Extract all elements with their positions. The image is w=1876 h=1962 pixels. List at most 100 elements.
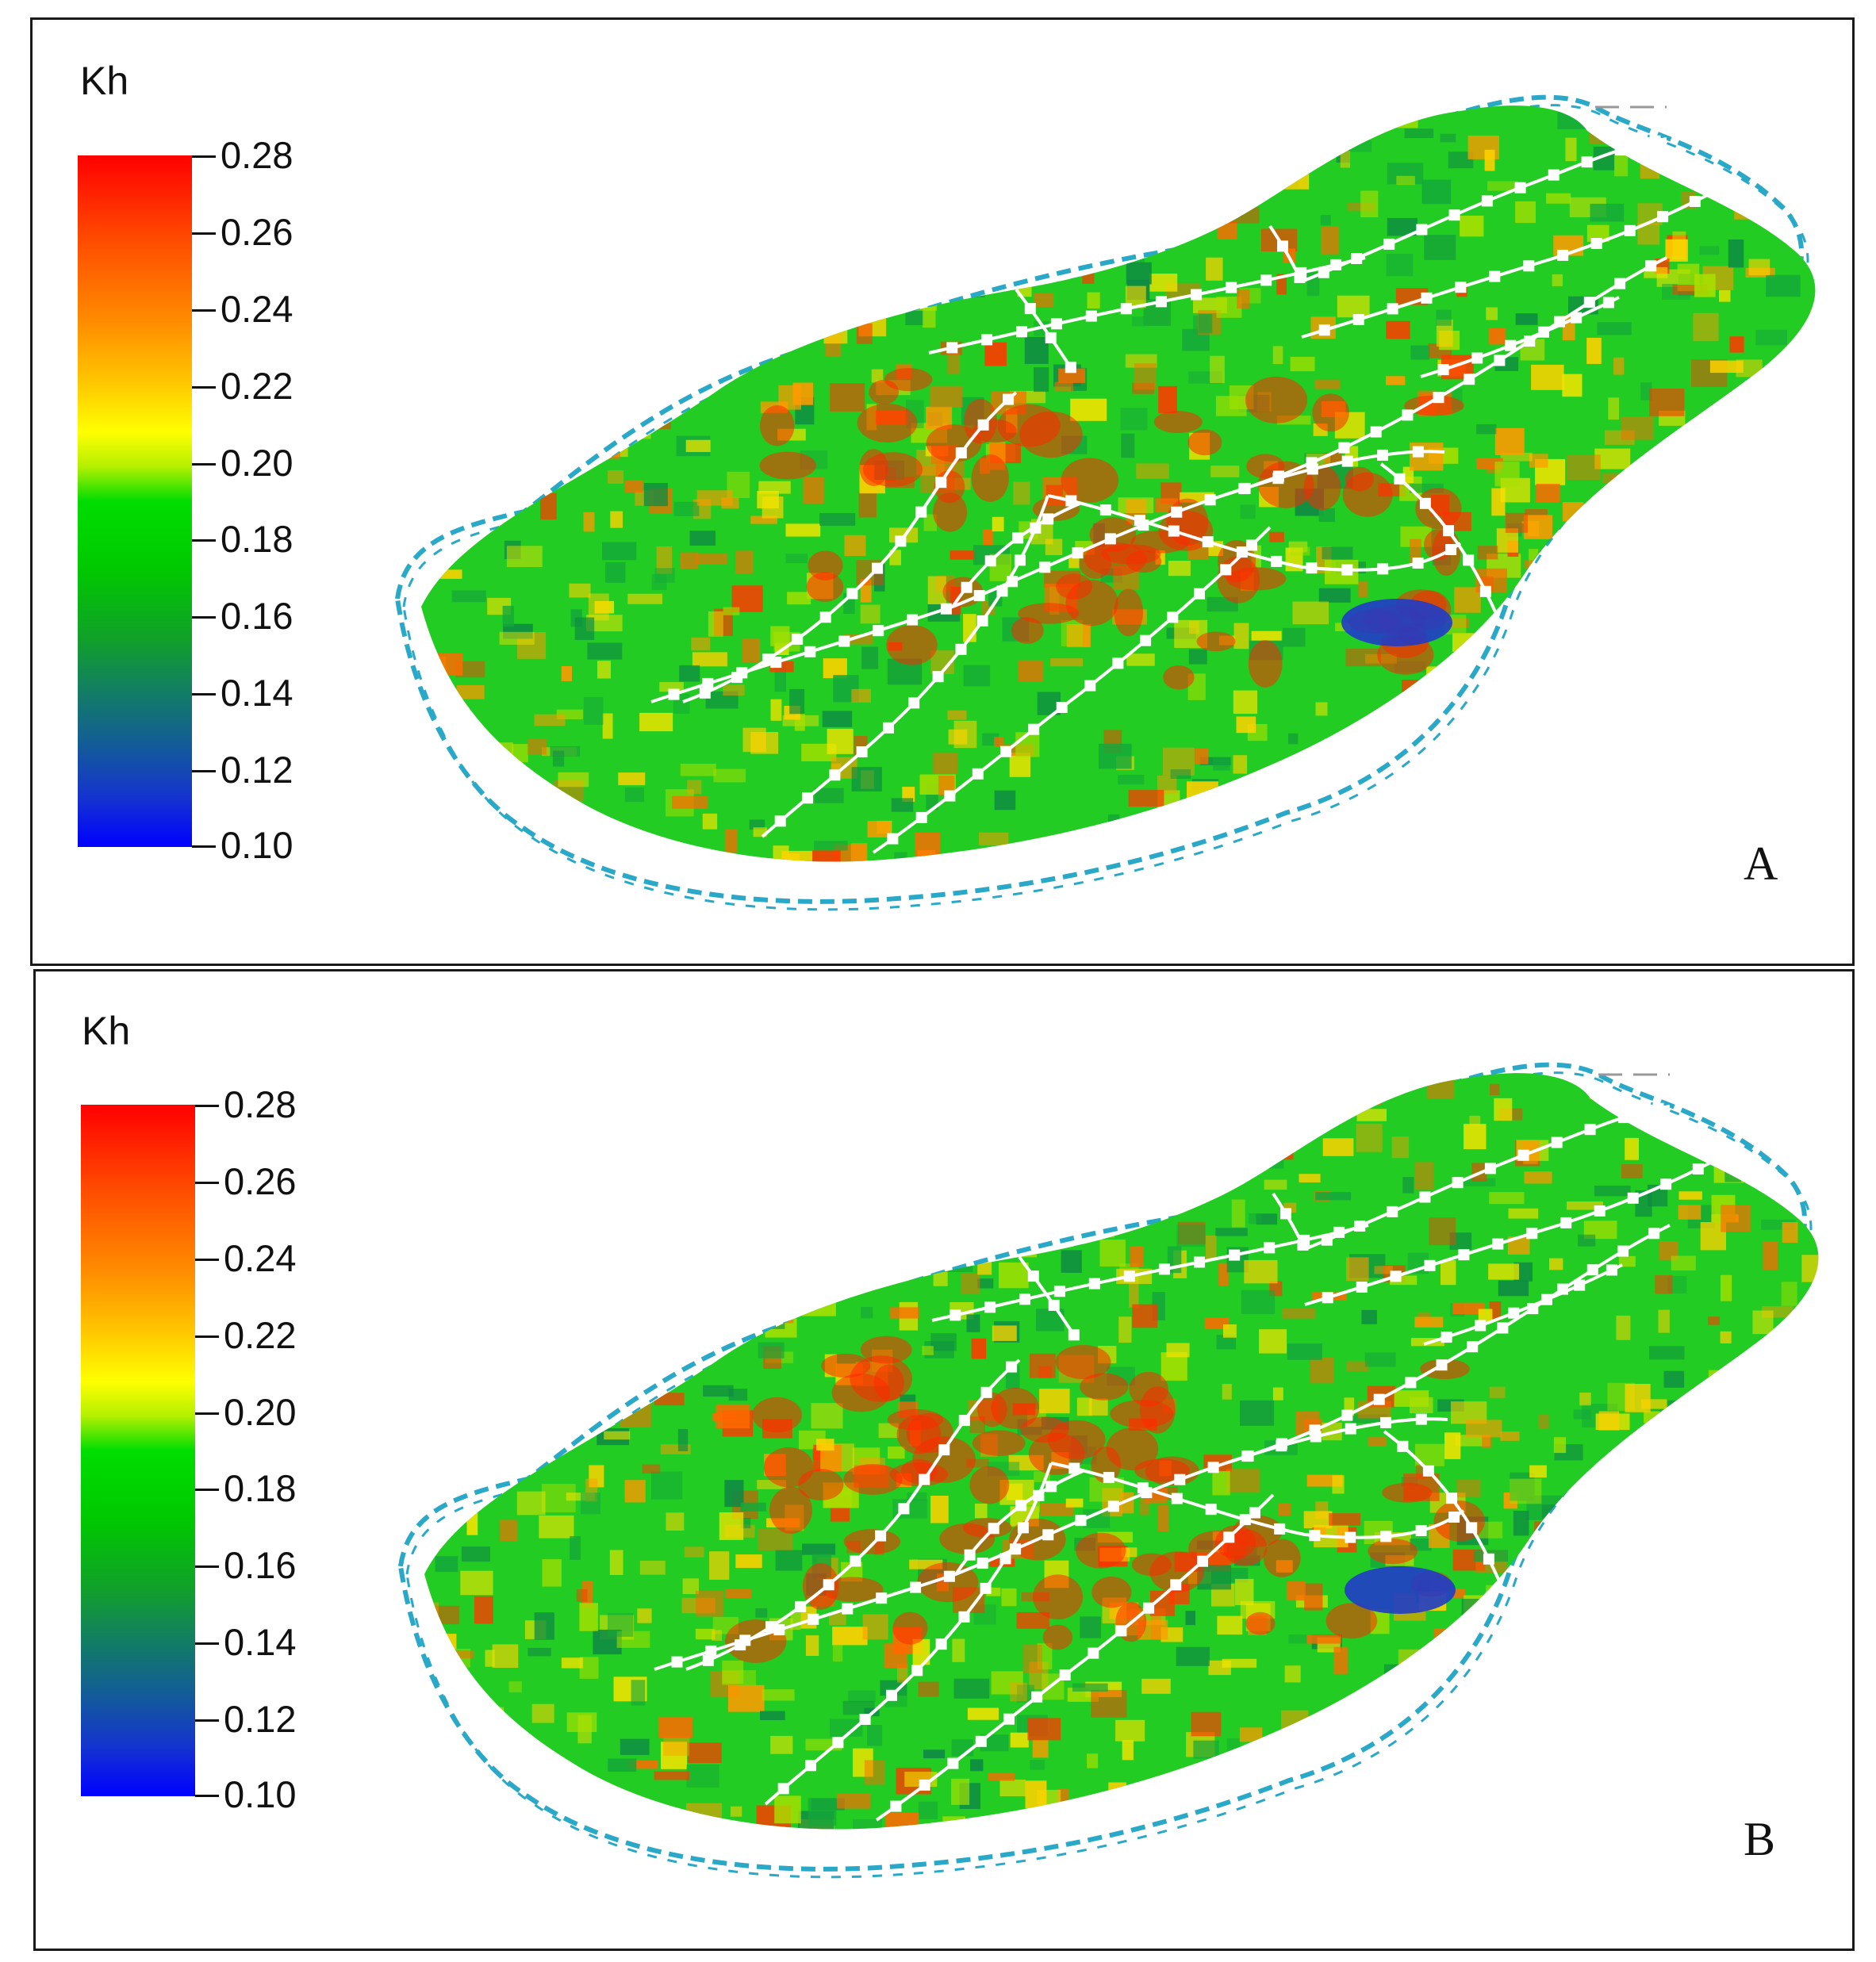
stream-line xyxy=(1018,1255,1076,1338)
stream-node xyxy=(1424,1259,1436,1271)
stream-node xyxy=(805,1760,816,1772)
stream-node xyxy=(1170,1579,1182,1591)
stream-node xyxy=(792,633,804,645)
stream-node xyxy=(1345,1531,1356,1543)
stream-node xyxy=(1373,1393,1385,1405)
stream-node xyxy=(1197,1555,1208,1567)
legend-title: Kh xyxy=(82,1009,131,1053)
stream-node xyxy=(1356,1282,1368,1293)
stream-node xyxy=(955,447,967,459)
stream-node xyxy=(1205,1504,1217,1516)
stream-line xyxy=(872,526,1272,854)
stream-node xyxy=(980,1582,992,1594)
stream-node xyxy=(1446,1493,1457,1504)
stream-node xyxy=(1322,1292,1333,1304)
stream-node xyxy=(1068,1462,1080,1474)
stream-node xyxy=(940,603,952,615)
stream-node xyxy=(1618,1112,1629,1124)
stream-node xyxy=(1615,144,1626,156)
stream-node xyxy=(915,506,927,518)
stream-node xyxy=(950,1309,961,1321)
stream-node xyxy=(1167,611,1179,623)
stream-node xyxy=(1508,1307,1520,1319)
stream-node xyxy=(1003,393,1015,405)
stream-node xyxy=(1492,1238,1504,1250)
stream-node xyxy=(943,1570,955,1582)
stream-node xyxy=(1099,504,1111,516)
stream-node xyxy=(1560,1217,1572,1228)
stream-node xyxy=(1140,634,1152,646)
stream-node xyxy=(731,672,743,684)
stream-node xyxy=(1120,303,1132,315)
stream-node xyxy=(1724,1147,1736,1159)
stream-node xyxy=(1380,1531,1392,1542)
stream-node xyxy=(910,1581,922,1593)
stream-node xyxy=(819,611,831,623)
map-panel-a: Kh 0.28 0.26 0.24 0.22 0.20 0.18 0.16 0.… xyxy=(30,17,1855,966)
stream-node xyxy=(1584,1124,1596,1136)
stream-node xyxy=(1239,482,1251,494)
tick-label: 0.18 xyxy=(224,1467,297,1509)
stream-node xyxy=(1171,1493,1183,1504)
stream-node xyxy=(1137,1482,1149,1494)
stream-node xyxy=(1402,409,1414,421)
stream-node xyxy=(1123,1270,1135,1282)
stream-node xyxy=(1479,585,1491,597)
stream-node xyxy=(1056,702,1068,713)
stream-line xyxy=(1301,177,1739,339)
stream-node xyxy=(1027,1270,1039,1282)
stream-node xyxy=(1387,1205,1398,1217)
stream-node xyxy=(846,588,858,600)
stream-node xyxy=(804,646,816,657)
stream-node xyxy=(823,1579,834,1591)
stream-node xyxy=(1548,169,1559,181)
stream-node xyxy=(1351,253,1363,264)
tick-label: 0.20 xyxy=(221,442,293,484)
stream-node xyxy=(1194,588,1205,600)
stream-node xyxy=(1443,525,1454,537)
stream-node xyxy=(961,581,973,593)
stream-node xyxy=(699,687,711,699)
stream-node xyxy=(1264,1242,1276,1254)
stream-line xyxy=(654,1417,1448,1671)
stream-node xyxy=(976,1558,988,1569)
stream-node xyxy=(1397,1440,1409,1452)
stream-node xyxy=(1645,260,1657,272)
stream-node xyxy=(1306,457,1318,469)
stream-node xyxy=(808,1613,819,1625)
stream-node xyxy=(1436,1359,1448,1371)
stream-node xyxy=(1271,555,1283,567)
stream-node xyxy=(1415,1413,1427,1425)
stream-node xyxy=(1390,1270,1402,1282)
stream-node xyxy=(1341,455,1353,467)
stream-node xyxy=(1309,1530,1321,1542)
stream-node xyxy=(1590,238,1602,249)
stream-node xyxy=(1158,1263,1170,1275)
stream-node xyxy=(1581,156,1593,168)
stream-node xyxy=(1191,289,1203,301)
stream-node xyxy=(1627,1192,1639,1204)
stream-node xyxy=(1338,442,1350,454)
stream-node xyxy=(1016,326,1027,338)
stream-node xyxy=(911,1665,923,1677)
stream-node xyxy=(765,1621,777,1633)
stream-node xyxy=(1445,544,1457,555)
stream-node xyxy=(1551,1136,1563,1148)
stream-node xyxy=(1458,1249,1470,1261)
stream-node xyxy=(1448,209,1460,221)
stream-node xyxy=(1103,1472,1114,1484)
stream-node xyxy=(1309,1424,1321,1436)
stream-node xyxy=(1048,1299,1060,1311)
stream-node xyxy=(1441,1332,1452,1343)
stream-node xyxy=(1017,1522,1029,1534)
stream-node xyxy=(1452,1177,1464,1189)
stream-node xyxy=(1028,723,1040,735)
stream-node xyxy=(1614,278,1626,289)
stream-node xyxy=(938,1444,950,1456)
stream-node xyxy=(1045,1481,1057,1493)
stream-node xyxy=(1104,533,1116,545)
stream-node xyxy=(1088,1278,1100,1289)
stream-node xyxy=(976,615,988,627)
tick-label: 0.12 xyxy=(224,1698,297,1740)
stream-node xyxy=(1239,1514,1251,1526)
